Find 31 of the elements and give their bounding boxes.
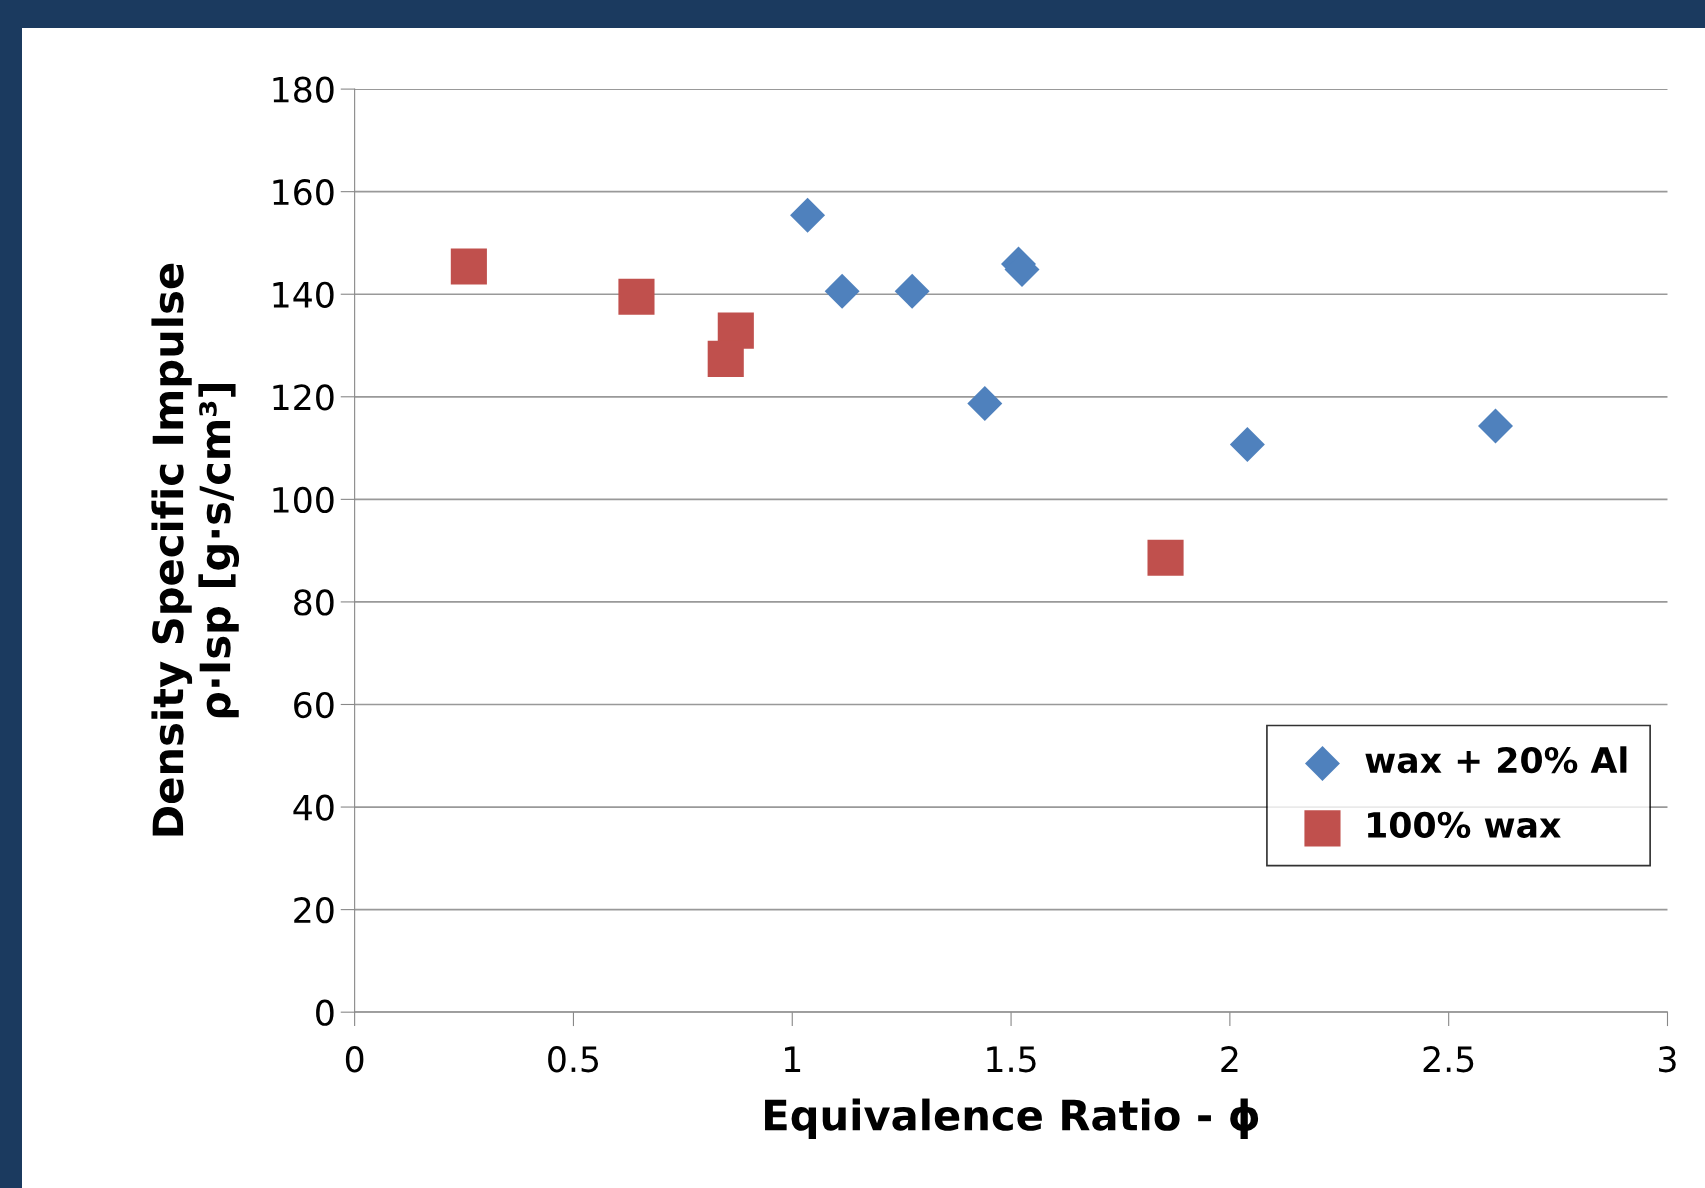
point: [618, 278, 655, 315]
y-tick-label: 100: [273, 486, 334, 514]
x-tick-label: 1: [785, 1046, 801, 1072]
y-tick-label: 80: [294, 589, 334, 616]
point: [967, 385, 1003, 421]
legend-label: 100% wax: [1368, 811, 1561, 839]
y-tick-label: 140: [273, 281, 334, 308]
y-tick-label: 60: [294, 691, 334, 719]
y-tick-label: 20: [294, 897, 334, 924]
x-tick-label: 2: [1221, 1046, 1238, 1072]
y-axis-title: Density Specific Impulse ρ·Isp [g·s/cm³]: [151, 263, 240, 836]
y-tick-label: 160: [273, 179, 334, 206]
point: [450, 248, 487, 285]
legend-label: wax + 20% Al: [1365, 746, 1627, 774]
y-tick-label: 0: [316, 999, 334, 1026]
point: [894, 273, 930, 309]
x-tick-label: 2.5: [1423, 1046, 1474, 1073]
point: [1229, 427, 1265, 462]
y-tick-label: 40: [293, 794, 334, 821]
x-tick-label: 0.5: [548, 1046, 599, 1073]
point: [790, 197, 826, 233]
point: [707, 340, 744, 377]
y-tick-label: 180: [273, 76, 334, 103]
x-axis-title: Equivalence Ratio - ϕ: [765, 1098, 1259, 1139]
point: [824, 273, 860, 309]
y-tick-label: 120: [273, 384, 334, 411]
x-tick-label: 0: [345, 1046, 364, 1073]
point: [1147, 539, 1184, 576]
point: [1478, 408, 1513, 444]
x-tick-label: 1.5: [987, 1046, 1036, 1073]
x-tick-label: 3: [1659, 1046, 1676, 1073]
